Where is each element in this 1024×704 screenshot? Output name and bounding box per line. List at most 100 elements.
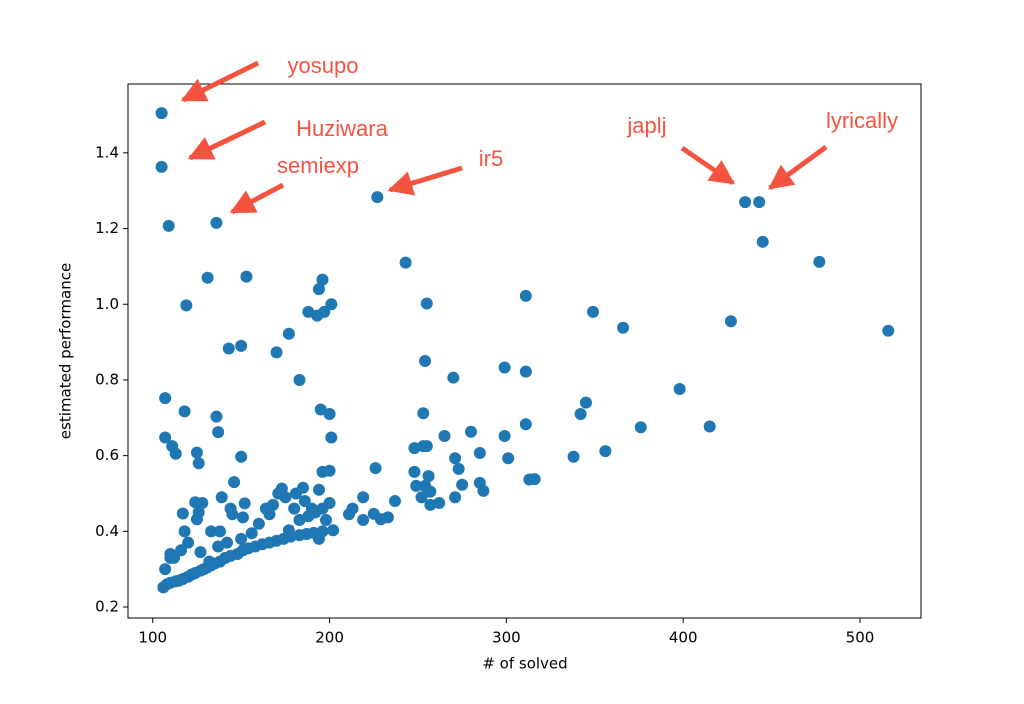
- point: [498, 429, 511, 442]
- point: [813, 255, 826, 268]
- point: [192, 457, 205, 470]
- point: [228, 476, 241, 489]
- point: [422, 470, 435, 483]
- point: [194, 546, 207, 559]
- y-tick-label: 0.4: [95, 522, 119, 540]
- point: [180, 299, 193, 312]
- point: [477, 484, 490, 497]
- point: [320, 513, 333, 526]
- point: [266, 498, 279, 511]
- x-tick-label: 100: [138, 629, 167, 647]
- point: [312, 483, 325, 496]
- point: [408, 442, 421, 455]
- point: [599, 445, 612, 458]
- annotation-label: lyrically: [826, 108, 898, 133]
- point: [190, 513, 203, 526]
- y-axis-label: estimated performance: [57, 263, 75, 439]
- point: [169, 447, 182, 460]
- y-tick-label: 1.0: [95, 295, 119, 313]
- point: [424, 498, 437, 511]
- point: [210, 216, 223, 229]
- point: [176, 507, 189, 520]
- point: [162, 219, 175, 232]
- x-axis-label: # of solved: [482, 655, 567, 673]
- annotation-arrow: [180, 60, 260, 103]
- point: [519, 365, 532, 378]
- x-tick-label: 400: [669, 629, 698, 647]
- point: [447, 371, 460, 384]
- point: [323, 496, 336, 509]
- point: [279, 491, 292, 504]
- point: [498, 361, 511, 374]
- point: [346, 502, 359, 515]
- point: [175, 544, 188, 557]
- point: [357, 491, 370, 504]
- y-tick-label: 0.6: [95, 446, 119, 464]
- y-tick-label: 0.2: [95, 598, 119, 616]
- x-tick-label: 500: [846, 629, 875, 647]
- point: [673, 383, 686, 396]
- point: [222, 342, 235, 355]
- point: [263, 508, 276, 521]
- point: [438, 429, 451, 442]
- point: [235, 339, 248, 352]
- annotation-arrow: [387, 165, 463, 196]
- point: [456, 478, 469, 491]
- annotation-label: semiexp: [277, 153, 359, 178]
- point: [753, 196, 766, 209]
- point: [203, 555, 216, 568]
- point: [417, 407, 430, 420]
- point: [236, 511, 249, 524]
- point: [282, 524, 295, 537]
- point: [221, 536, 234, 549]
- point: [318, 305, 331, 318]
- point: [215, 491, 228, 504]
- point: [399, 256, 412, 269]
- point: [357, 513, 370, 526]
- annotation-label: Huziwara: [296, 116, 388, 141]
- point: [159, 563, 172, 576]
- point: [371, 191, 384, 204]
- point: [369, 462, 382, 475]
- point: [882, 324, 895, 337]
- x-tick-label: 300: [492, 629, 521, 647]
- point: [519, 418, 532, 431]
- point: [528, 473, 541, 486]
- point: [210, 410, 223, 423]
- annotation-arrow: [767, 144, 828, 191]
- y-tick-label: 1.4: [95, 143, 119, 161]
- point: [235, 450, 248, 463]
- point: [201, 271, 214, 284]
- point: [155, 107, 168, 120]
- point: [325, 431, 338, 444]
- point: [235, 532, 248, 545]
- point: [465, 425, 478, 438]
- point: [155, 160, 168, 173]
- point: [159, 392, 172, 405]
- point: [312, 283, 325, 296]
- point: [634, 421, 647, 434]
- point: [297, 481, 310, 494]
- point: [238, 497, 251, 510]
- point: [252, 517, 265, 530]
- point: [617, 321, 630, 334]
- y-tick-label: 1.2: [95, 219, 119, 237]
- point: [314, 403, 327, 416]
- point: [449, 452, 462, 465]
- point: [388, 495, 401, 508]
- point: [226, 508, 239, 521]
- point: [190, 446, 203, 459]
- point: [367, 507, 380, 520]
- point: [587, 305, 600, 318]
- point: [449, 491, 462, 504]
- point: [420, 297, 433, 310]
- point: [325, 298, 338, 311]
- point: [502, 452, 515, 465]
- point: [178, 405, 191, 418]
- point: [213, 525, 226, 538]
- point: [739, 196, 752, 209]
- point: [420, 440, 433, 453]
- point: [724, 315, 737, 328]
